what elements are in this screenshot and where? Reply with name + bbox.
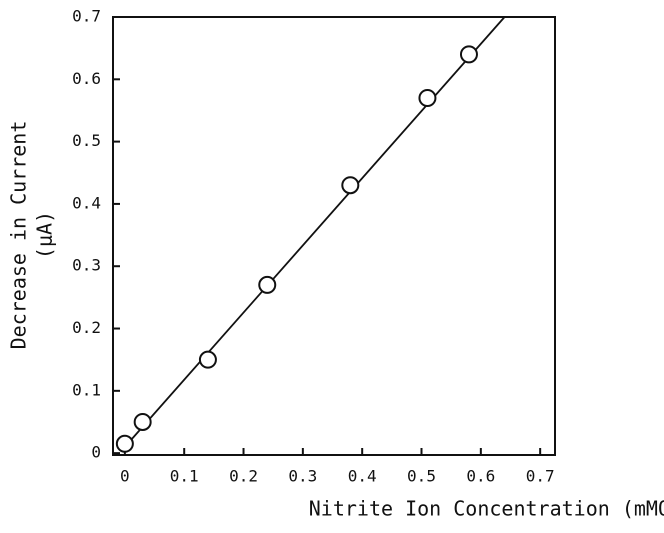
y-tick-label: 0.5 xyxy=(72,131,101,150)
y-tick-label: 0.3 xyxy=(72,256,101,275)
x-tick-label: 0.6 xyxy=(466,467,495,486)
x-axis-label: Nitrite Ion Concentration (mMO xyxy=(309,497,664,521)
x-tick-label: 0.2 xyxy=(229,467,258,486)
y-tick-label: 0.2 xyxy=(72,318,101,337)
data-point xyxy=(341,176,360,195)
y-tick-label: 0 xyxy=(91,443,101,462)
y-tick-label: 0.7 xyxy=(72,7,101,26)
fit-line xyxy=(124,16,506,448)
x-tick-label: 0.5 xyxy=(407,467,436,486)
data-point xyxy=(459,45,478,64)
data-point xyxy=(198,350,217,369)
y-tick-label: 0.1 xyxy=(72,380,101,399)
x-tick-label: 0.1 xyxy=(170,467,199,486)
data-point xyxy=(115,434,134,453)
data-point xyxy=(418,88,437,107)
plot-frame xyxy=(112,16,556,456)
x-tick-label: 0 xyxy=(120,467,130,486)
y-axis-label: Decrease in Current xyxy=(7,121,31,350)
x-tick-label: 0.3 xyxy=(288,467,317,486)
y-axis-label: (μA) xyxy=(33,211,57,259)
data-point xyxy=(258,275,277,294)
x-tick-label: 0.4 xyxy=(348,467,377,486)
data-point xyxy=(133,412,152,431)
y-tick-label: 0.4 xyxy=(72,193,101,212)
x-tick-label: 0.7 xyxy=(526,467,555,486)
y-tick-label: 0.6 xyxy=(72,69,101,88)
